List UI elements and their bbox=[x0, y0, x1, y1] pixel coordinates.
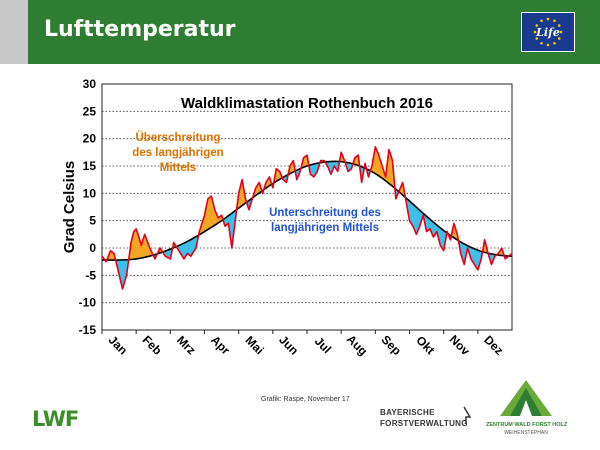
logo-text-line2: FORSTVERWALTUNG bbox=[380, 419, 468, 428]
x-tick-label: Dez bbox=[481, 333, 506, 358]
header-accent-bar bbox=[0, 0, 28, 64]
eu-star-icon bbox=[533, 30, 537, 34]
above-mean-annotation: Mittels bbox=[160, 162, 196, 174]
above-mean-annotation: Überschreitung bbox=[136, 131, 221, 144]
x-tick-label: Jan bbox=[106, 333, 131, 358]
lwf-logo: LWF bbox=[32, 406, 82, 435]
y-axis-label: Grad Celsius bbox=[61, 161, 78, 254]
y-tick-label: -5 bbox=[85, 268, 96, 282]
plot-area bbox=[101, 83, 513, 331]
x-tick-label: Jul bbox=[312, 334, 334, 356]
below-mean-area bbox=[115, 259, 129, 289]
below-mean-annotation: langjährigen Mittels bbox=[271, 222, 379, 234]
page-title: Lufttemperatur bbox=[44, 17, 236, 42]
forest-mark-icon bbox=[463, 406, 472, 424]
eu-star-icon bbox=[557, 37, 561, 40]
daily-temperature-line bbox=[102, 146, 512, 290]
below-mean-area bbox=[345, 162, 353, 172]
eu-star-icon bbox=[535, 24, 539, 27]
below-mean-area bbox=[176, 235, 199, 259]
x-tick-label: Jun bbox=[276, 333, 301, 358]
above-mean-area bbox=[198, 196, 223, 236]
y-tick-label: 25 bbox=[83, 104, 97, 118]
below-mean-area bbox=[308, 162, 320, 177]
y-tick-label: 15 bbox=[83, 159, 97, 173]
y-tick-label: 20 bbox=[83, 132, 97, 146]
eu-star-icon bbox=[535, 37, 539, 40]
logo-text-line1: BAYERISCHE bbox=[380, 408, 435, 417]
above-mean-area bbox=[398, 182, 406, 198]
x-tick-labels: Jan Feb Mrz Apr Mai Jun Jul Aug Sep Okt Nov Dez bbox=[106, 332, 507, 358]
grid-lines bbox=[101, 110, 512, 334]
eu-star-icon bbox=[540, 19, 543, 23]
chart-title: Waldklimastation Rothenbuch 2016 bbox=[181, 95, 433, 112]
y-tick-label: -10 bbox=[79, 296, 97, 310]
eu-star-icon bbox=[557, 24, 561, 27]
x-tick-label: Mrz bbox=[174, 333, 199, 358]
eu-star-icon bbox=[546, 17, 550, 21]
eu-star-icon bbox=[540, 41, 543, 45]
eu-star-icon bbox=[553, 41, 556, 45]
series-lines bbox=[102, 146, 512, 290]
eu-star-icon bbox=[546, 43, 550, 47]
below-mean-area bbox=[325, 161, 340, 175]
eu-star-icon bbox=[553, 19, 556, 23]
y-tick-labels: 30 25 20 15 10 5 0 -5 -10 -15 bbox=[79, 77, 97, 337]
svg-text:LWF: LWF bbox=[32, 407, 78, 430]
y-tick-label: 10 bbox=[83, 186, 97, 200]
eu-life-logo: Life bbox=[521, 12, 575, 52]
long-term-mean-line bbox=[102, 160, 512, 261]
above-mean-area bbox=[236, 179, 247, 210]
y-tick-label: 0 bbox=[89, 241, 96, 255]
below-mean-area bbox=[405, 197, 447, 251]
source-note: Grafik: Raspe, November 17 bbox=[261, 396, 350, 403]
x-tick-label: Nov bbox=[447, 332, 473, 358]
above-mean-annotation: des langjährigen bbox=[132, 147, 223, 159]
y-tick-label: 30 bbox=[83, 77, 97, 91]
annotations: Überschreitung des langjährigen Mittels Unt… bbox=[132, 131, 381, 234]
header-bar bbox=[28, 0, 600, 64]
svg-text:Life: Life bbox=[535, 26, 560, 39]
x-tick-label: Aug bbox=[344, 332, 370, 358]
x-tick-label: Apr bbox=[208, 333, 233, 358]
tree-mark-icon bbox=[500, 380, 552, 416]
x-tick-label: Sep bbox=[379, 332, 404, 357]
x-tick-label: Mai bbox=[243, 333, 267, 357]
lwf-logo-icon: LWF bbox=[32, 407, 79, 431]
x-tick-label: Feb bbox=[140, 333, 165, 358]
slide-header: Lufttemperatur Life bbox=[0, 0, 600, 64]
y-tick-label: -15 bbox=[79, 323, 97, 337]
x-tick-label: Okt bbox=[413, 333, 437, 357]
eu-star-icon bbox=[559, 30, 563, 34]
eu-flag-icon: Life bbox=[522, 13, 574, 51]
logo-text-line2: WEIHENSTEPHAN bbox=[504, 430, 548, 436]
logo-text-line1: ZENTRUM WALD FORST HOLZ bbox=[486, 422, 568, 428]
y-tick-label: 5 bbox=[89, 214, 96, 228]
below-mean-annotation: Unterschreitung des bbox=[269, 207, 381, 219]
